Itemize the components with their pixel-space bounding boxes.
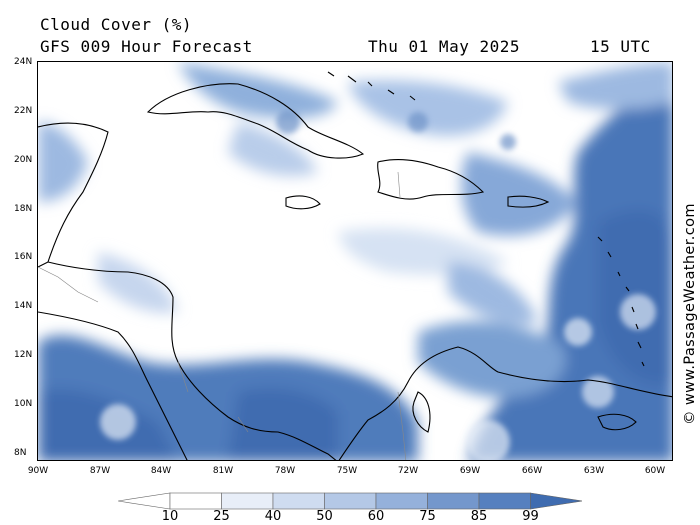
lon-label: 87W [89, 466, 111, 476]
colorbar-label: 50 [316, 509, 333, 524]
colorbar-tip-left [118, 492, 171, 510]
title: Cloud Cover (%) [40, 15, 192, 34]
lon-label: 75W [336, 466, 358, 476]
lat-label: 20N [14, 155, 33, 165]
credit-text: © www.PassageWeather.com [682, 203, 698, 425]
forecast-date: Thu 01 May 2025 [368, 37, 520, 56]
lat-label: 22N [14, 106, 33, 116]
lon-label: 84W [150, 466, 172, 476]
colorbar-label: 75 [419, 509, 436, 524]
colorbar-tip-right [530, 492, 582, 510]
colorbar-segment [478, 492, 531, 510]
colorbar [118, 492, 582, 510]
lat-label: 16N [14, 252, 33, 262]
lon-label: 60W [644, 466, 666, 476]
colorbar-label: 99 [522, 509, 539, 524]
cloud-cover-map [38, 62, 672, 460]
lat-label: 8N [14, 448, 27, 458]
borders [38, 171, 407, 460]
colorbar-label: 25 [213, 509, 230, 524]
colorbar-label: 85 [470, 509, 488, 524]
colorbar-segment [427, 492, 480, 510]
lon-label: 81W [212, 466, 234, 476]
lon-label: 66W [521, 466, 543, 476]
lon-label: 90W [27, 466, 49, 476]
lon-label: 78W [274, 466, 296, 476]
colorbar-label: 60 [367, 509, 385, 524]
forecast-time: 15 UTC [590, 37, 651, 56]
colorbar-segment [375, 492, 428, 510]
colorbar-segment [169, 492, 222, 510]
coastlines [38, 71, 672, 460]
lat-label: 10N [14, 399, 33, 409]
colorbar-segment [324, 492, 377, 510]
colorbar-label: 40 [264, 509, 282, 524]
lat-label: 14N [14, 301, 33, 311]
lon-label: 63W [583, 466, 605, 476]
map-panel [37, 61, 673, 461]
lon-label: 72W [397, 466, 419, 476]
colorbar-label: 10 [161, 509, 179, 524]
colorbar-segment [221, 492, 274, 510]
lat-label: 24N [14, 57, 33, 67]
subtitle: GFS 009 Hour Forecast [40, 37, 253, 56]
colorbar-segment [272, 492, 325, 510]
lat-label: 18N [14, 204, 33, 214]
lat-label: 12N [14, 350, 33, 360]
lon-label: 69W [459, 466, 481, 476]
